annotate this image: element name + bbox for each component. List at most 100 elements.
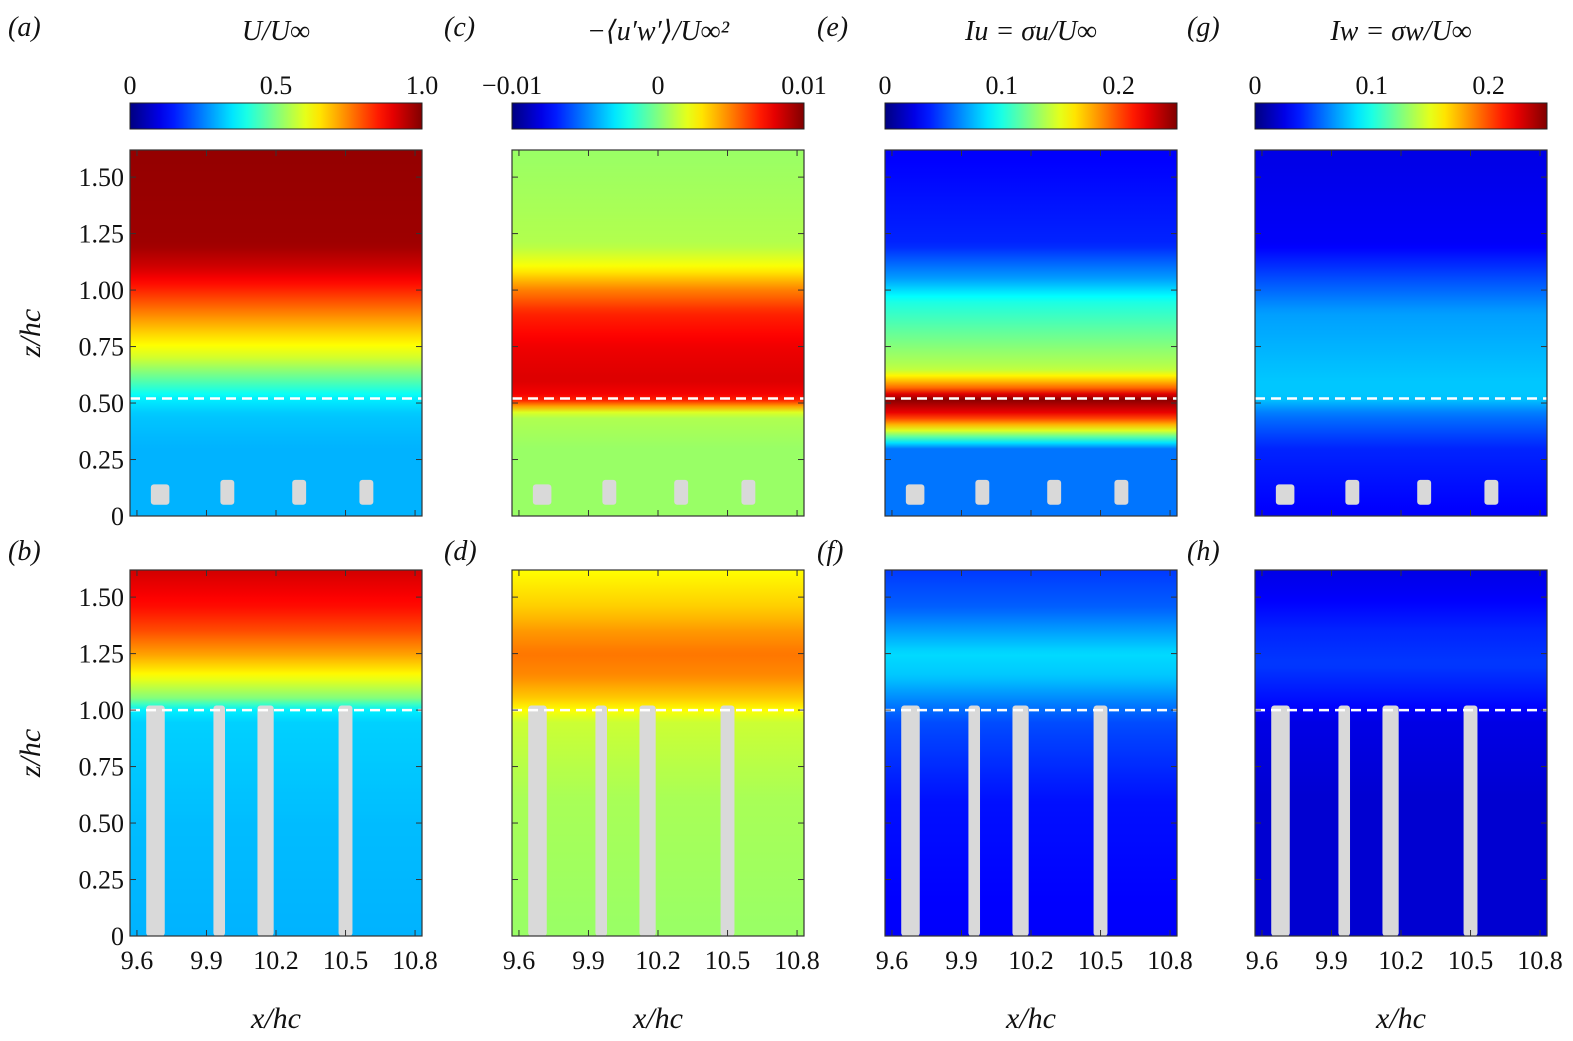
panel-label: (a) <box>8 12 41 43</box>
obstacle-mask <box>1417 479 1432 505</box>
heatmap-field-Iw-bottom <box>1255 570 1547 936</box>
y-tick-label: 1.50 <box>79 583 125 612</box>
colorbar-tick-label: 0.1 <box>1356 71 1389 100</box>
colorbar-Iu <box>884 102 1178 130</box>
obstacle-mask <box>257 705 274 936</box>
colorbar-tick-label: 0 <box>879 71 892 100</box>
x-tick-label: 10.8 <box>1147 946 1193 975</box>
colorbar-tick-label: 0 <box>652 71 665 100</box>
y-axis-label: z/hc <box>14 309 47 358</box>
y-tick-label: 1.00 <box>79 276 125 305</box>
x-tick-label: 10.2 <box>253 946 299 975</box>
column-quantity-label-Iu: Iu = σu/U∞ <box>964 16 1097 47</box>
colorbar-tick-label: 0.1 <box>986 71 1019 100</box>
x-tick-label: 9.6 <box>1246 946 1279 975</box>
obstacle-mask <box>146 705 165 936</box>
colorbar-tick-label: 0.01 <box>781 71 827 100</box>
panel-label: (d) <box>444 536 477 567</box>
heatmap-field-uw-top <box>512 150 804 516</box>
heatmap-field-Iu-bottom <box>885 570 1177 936</box>
x-tick-label: 10.5 <box>1078 946 1124 975</box>
x-tick-label: 10.8 <box>1517 946 1563 975</box>
obstacle-mask <box>905 484 925 505</box>
x-tick-label: 9.6 <box>503 946 536 975</box>
heatmap-field-U-top <box>130 150 422 516</box>
obstacle-mask <box>901 705 920 936</box>
x-tick-label: 10.5 <box>1448 946 1494 975</box>
obstacle-mask <box>595 705 608 936</box>
x-tick-label: 10.2 <box>1008 946 1054 975</box>
y-tick-label: 0.50 <box>79 389 125 418</box>
x-tick-label: 9.9 <box>945 946 978 975</box>
y-tick-label: 1.25 <box>79 220 125 249</box>
colorbar-tick-label: 0.5 <box>260 71 293 100</box>
obstacle-mask <box>674 479 689 505</box>
obstacle-mask <box>1047 479 1062 505</box>
y-tick-label: 0.25 <box>79 866 125 895</box>
obstacle-mask <box>532 484 552 505</box>
y-tick-label: 0.25 <box>79 446 125 475</box>
obstacle-mask <box>720 705 735 936</box>
colorbar-tick-label: −0.01 <box>482 71 542 100</box>
obstacle-mask <box>1338 705 1351 936</box>
x-tick-label: 10.2 <box>1378 946 1424 975</box>
colorbar-tick-label: 0.2 <box>1102 71 1135 100</box>
y-tick-label: 0.50 <box>79 809 125 838</box>
obstacle-mask <box>292 479 307 505</box>
obstacle-mask <box>150 484 170 505</box>
y-tick-label: 1.00 <box>79 696 125 725</box>
column-quantity-label-U: U/U∞ <box>242 16 310 47</box>
obstacle-mask <box>359 479 374 505</box>
obstacle-mask <box>213 705 226 936</box>
x-tick-label: 9.9 <box>190 946 223 975</box>
x-axis-label: x/hc <box>250 1002 301 1035</box>
panel-label: (b) <box>8 536 41 567</box>
column-quantity-label-uw: −⟨u′w′⟩/U∞² <box>587 16 730 47</box>
obstacle-mask <box>741 479 756 505</box>
obstacle-mask <box>338 705 353 936</box>
obstacle-mask <box>975 479 990 505</box>
panel-label: (f) <box>817 536 843 567</box>
obstacle-mask <box>1463 705 1478 936</box>
heatmap-field-U-bottom <box>130 570 422 936</box>
obstacle-mask <box>639 705 656 936</box>
x-tick-label: 9.9 <box>572 946 605 975</box>
y-tick-label: 0.75 <box>79 753 125 782</box>
panel-label: (g) <box>1187 12 1220 43</box>
colorbar-uw <box>511 102 805 130</box>
obstacle-mask <box>602 479 617 505</box>
obstacle-mask <box>1382 705 1399 936</box>
y-axis-label: z/hc <box>14 729 47 778</box>
colorbar-tick-label: 0 <box>1249 71 1262 100</box>
colorbar-tick-label: 0.2 <box>1472 71 1505 100</box>
colorbar-Iw <box>1254 102 1548 130</box>
colorbar-tick-label: 1.0 <box>406 71 439 100</box>
x-tick-label: 10.8 <box>774 946 820 975</box>
y-tick-label: 0 <box>111 922 124 951</box>
obstacle-mask <box>1275 484 1295 505</box>
obstacle-mask <box>1345 479 1360 505</box>
heatmap-field-Iu-top <box>885 150 1177 516</box>
x-tick-label: 9.9 <box>1315 946 1348 975</box>
heatmap-field-uw-bottom <box>512 570 804 936</box>
y-tick-label: 0 <box>111 502 124 531</box>
x-tick-label: 9.6 <box>876 946 909 975</box>
x-axis-label: x/hc <box>632 1002 683 1035</box>
obstacle-mask <box>1012 705 1029 936</box>
obstacle-mask <box>220 479 235 505</box>
obstacle-mask <box>528 705 547 936</box>
x-tick-label: 10.8 <box>392 946 438 975</box>
x-tick-label: 9.6 <box>121 946 154 975</box>
panel-label: (e) <box>817 12 848 43</box>
y-tick-label: 1.25 <box>79 640 125 669</box>
y-tick-label: 0.75 <box>79 333 125 362</box>
colorbar-tick-label: 0 <box>124 71 137 100</box>
panel-label: (c) <box>444 12 475 43</box>
x-axis-label: x/hc <box>1005 1002 1056 1035</box>
x-tick-label: 10.5 <box>705 946 751 975</box>
column-quantity-label-Iw: Iw = σw/U∞ <box>1329 16 1471 47</box>
panel-label: (h) <box>1187 536 1220 567</box>
obstacle-mask <box>1484 479 1499 505</box>
y-tick-label: 1.50 <box>79 163 125 192</box>
